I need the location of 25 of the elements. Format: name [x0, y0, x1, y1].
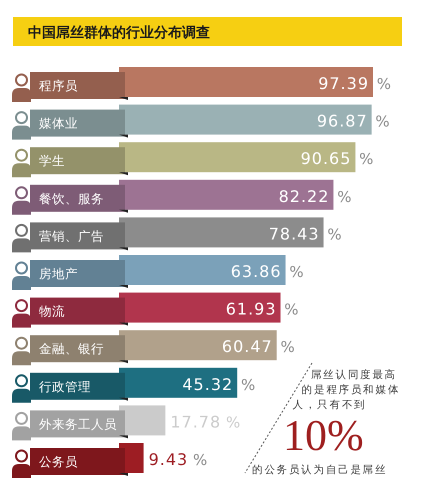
y-tick-label: 外来务工人员: [39, 416, 117, 432]
data-label: 61.93 %: [226, 300, 299, 319]
y-tick-label: 公务员: [39, 454, 78, 469]
y-tick-label: 学生: [39, 153, 65, 168]
chart-title: 中国屌丝群体的行业分布调查: [28, 25, 210, 41]
data-label: 96.87 %: [316, 112, 390, 131]
annotation: 10%: [283, 411, 364, 460]
data-label: 78.43 %: [268, 224, 342, 244]
annotation: 屌丝认同度最高的是程序员和媒体人，只有不到: [292, 368, 400, 411]
y-tick-label: 房地产: [39, 266, 78, 281]
y-tick-label: 物流: [39, 304, 65, 319]
y-tick-label: 营销、广告: [39, 228, 104, 244]
annotation: 的公务员认为自己是屌丝: [252, 463, 388, 476]
y-tick-label: 行政管理: [39, 378, 91, 394]
data-label: 60.47 %: [222, 337, 295, 356]
data-label: 97.39 %: [318, 74, 392, 93]
y-tick-label: 餐饮、服务: [39, 190, 104, 206]
data-label: 82.22 %: [278, 186, 352, 206]
data-label: 9.43 %: [148, 450, 208, 469]
y-tick-label: 金融、银行: [39, 341, 104, 356]
data-label: 90.65 %: [300, 149, 374, 168]
y-tick-label: 程序员: [39, 78, 78, 93]
y-tick-label: 媒体业: [39, 116, 78, 131]
data-label: 45.32 %: [182, 374, 256, 394]
data-label: 63.86 %: [230, 262, 304, 281]
